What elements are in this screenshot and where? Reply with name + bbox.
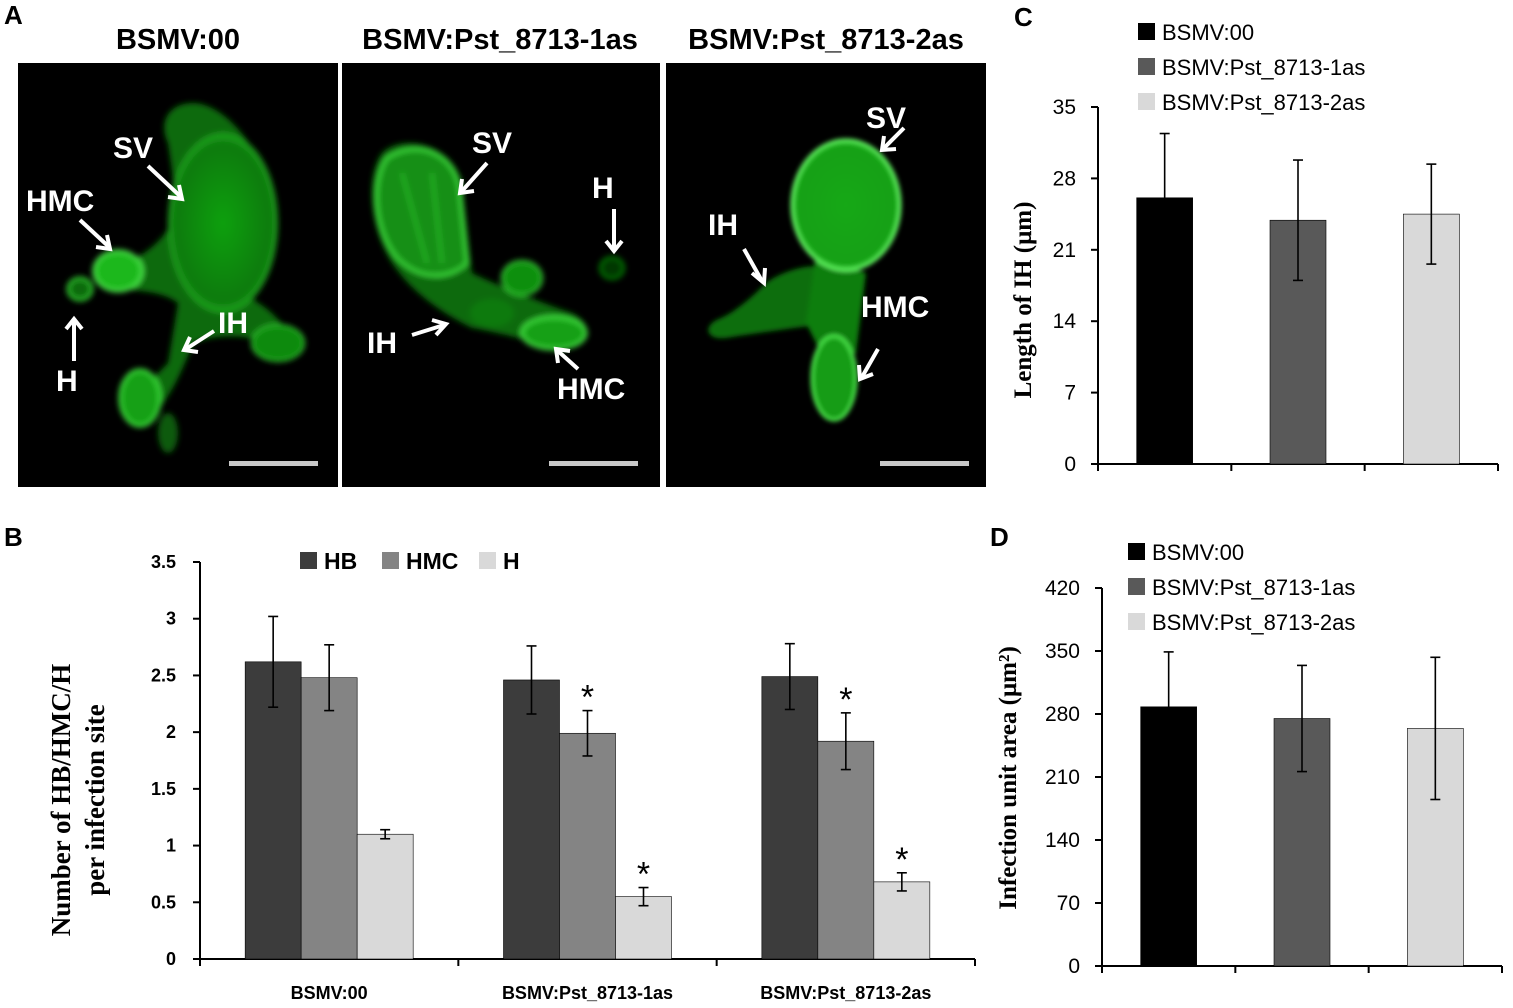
- legend-swatch: [1128, 578, 1145, 595]
- bar: [817, 740, 875, 960]
- y-tick-label: 140: [1045, 829, 1080, 852]
- legend-swatch: [300, 552, 317, 569]
- y-tick-label: 0.5: [151, 892, 176, 912]
- y-axis-title-line: per infection site: [80, 704, 110, 895]
- bar: [559, 732, 616, 960]
- bar: [1269, 219, 1327, 465]
- chart-b-body: 0 0.5 1 1.5 2 2.5 3 3.5 BSMV:00 BSMV:Pst_8713-1as…: [46, 548, 976, 1003]
- micro-label: SV: [866, 102, 906, 135]
- annotation-labels: SV H IH HMC: [367, 127, 625, 406]
- micro-title-3: BSMV:Pst_8713-2as: [688, 24, 964, 56]
- legend-swatch: [1138, 58, 1155, 75]
- y-axis-title: Infection unit area (μm²): [995, 646, 1022, 910]
- y-tick-label: 280: [1045, 703, 1080, 726]
- y-tick-label: 0: [166, 949, 176, 969]
- y-axis-title: Length of IH (μm): [1010, 202, 1037, 399]
- micrograph-bsmv00: SV HMC IH H: [18, 63, 338, 487]
- legend-label: BSMV:Pst_8713-1as: [1162, 55, 1365, 80]
- fungal-structure: [66, 103, 305, 453]
- micro-title-1: BSMV:00: [115, 24, 241, 56]
- y-axis-title: Number of HB/HMC/H per infection site: [46, 664, 110, 937]
- x-tick-label: BSMV:Pst_8713-1as: [502, 983, 673, 1003]
- panel-a-letter: A: [4, 0, 23, 30]
- y-tick-label: 0: [1064, 453, 1076, 476]
- bar: [761, 676, 819, 960]
- legend-label: H: [503, 548, 520, 574]
- panel-c-letter: C: [1014, 2, 1033, 32]
- legend-swatch: [1128, 543, 1145, 560]
- y-tick-label: 420: [1045, 577, 1080, 600]
- annotation-labels: SV IH HMC: [708, 102, 929, 382]
- panel-d-letter: D: [990, 522, 1009, 552]
- annotation-labels: SV HMC IH H: [26, 132, 248, 398]
- chart-b: B 0 0.5 1 1.5 2 2.5 3 3.5 BSMV:00 BSMV:Pst_8713-1…: [4, 522, 976, 1003]
- legend-swatch: [479, 552, 496, 569]
- y-tick-label: 70: [1057, 892, 1080, 915]
- legend-label: BSMV:Pst_8713-1as: [1152, 575, 1355, 600]
- fungal-structure: [371, 143, 625, 351]
- bar: [615, 896, 672, 960]
- legend-swatch: [1138, 93, 1155, 110]
- y-tick-label: 7: [1064, 382, 1076, 405]
- micro-label: IH: [218, 307, 248, 340]
- chart-c-body: 0 7 14 21 28 35 BSMV:00 BSMV:Pst_8713-1as BSMV:P…: [1010, 20, 1499, 476]
- y-tick-label: 14: [1053, 310, 1077, 333]
- legend-swatch: [382, 552, 399, 569]
- y-tick-label: 1: [166, 836, 176, 856]
- significance-mark: *: [637, 856, 650, 894]
- chart-d: D 0 70 140 210 280 350 420 BSMV:00 BSMV:Pst_8713…: [990, 522, 1503, 978]
- y-tick-label: 2.5: [151, 665, 176, 685]
- micro-label: H: [56, 365, 78, 398]
- micro-label: SV: [113, 132, 153, 165]
- y-tick-label: 350: [1045, 640, 1080, 663]
- y-tick-label: 2: [166, 722, 176, 742]
- micro-label: HMC: [861, 291, 929, 324]
- x-tick-label: BSMV:Pst_8713-2as: [760, 983, 931, 1003]
- y-axis-title-line: Number of HB/HMC/H: [46, 664, 76, 937]
- x-tick-label: BSMV:00: [291, 983, 368, 1003]
- y-tick-label: 3.5: [151, 552, 176, 572]
- bar: [503, 679, 560, 960]
- legend-label: HMC: [406, 548, 458, 574]
- micro-label: IH: [708, 209, 738, 242]
- panel-b-letter: B: [4, 522, 23, 552]
- micro-label: HMC: [26, 185, 94, 218]
- bar: [356, 833, 414, 960]
- legend-label: BSMV:00: [1162, 20, 1254, 45]
- y-tick-label: 210: [1045, 766, 1080, 789]
- significance-mark: *: [839, 681, 852, 719]
- chart-c: C 0 7 14 21 28 35 BSMV:00 BSMV:Pst_8713-1as BSMV…: [1010, 2, 1499, 476]
- legend-swatch: [1138, 23, 1155, 40]
- significance-mark: *: [895, 841, 908, 879]
- y-tick-label: 35: [1053, 96, 1076, 119]
- legend-label: BSMV:Pst_8713-2as: [1152, 610, 1355, 635]
- micro-label: HMC: [557, 373, 625, 406]
- chart-d-body: 0 70 140 210 280 350 420 BSMV:00 BSMV:Pst_8713-1…: [995, 540, 1503, 978]
- bar: [244, 661, 302, 960]
- micrograph-pst-2as: SV IH HMC: [666, 63, 986, 487]
- scale-bar: [549, 461, 638, 466]
- y-tick-label: 3: [166, 609, 176, 629]
- y-tick-label: 21: [1053, 239, 1076, 262]
- y-tick-label: 1.5: [151, 779, 176, 799]
- bar: [873, 881, 931, 960]
- micro-title-2: BSMV:Pst_8713-1as: [362, 24, 638, 56]
- bar: [300, 677, 358, 960]
- legend-label: HB: [324, 548, 357, 574]
- y-tick-label: 0: [1068, 955, 1080, 978]
- significance-mark: *: [581, 679, 594, 717]
- micro-label: H: [592, 172, 614, 205]
- micro-label: IH: [367, 327, 397, 360]
- scale-bar: [880, 461, 969, 466]
- legend-label: BSMV:Pst_8713-2as: [1162, 90, 1365, 115]
- micro-label: SV: [472, 127, 512, 160]
- fungal-structure: [708, 138, 902, 422]
- legend-swatch: [1128, 613, 1145, 630]
- legend-label: BSMV:00: [1152, 540, 1244, 565]
- y-tick-label: 28: [1053, 167, 1076, 190]
- scale-bar: [229, 461, 318, 466]
- micrograph-pst-1as: SV H IH HMC: [342, 63, 660, 487]
